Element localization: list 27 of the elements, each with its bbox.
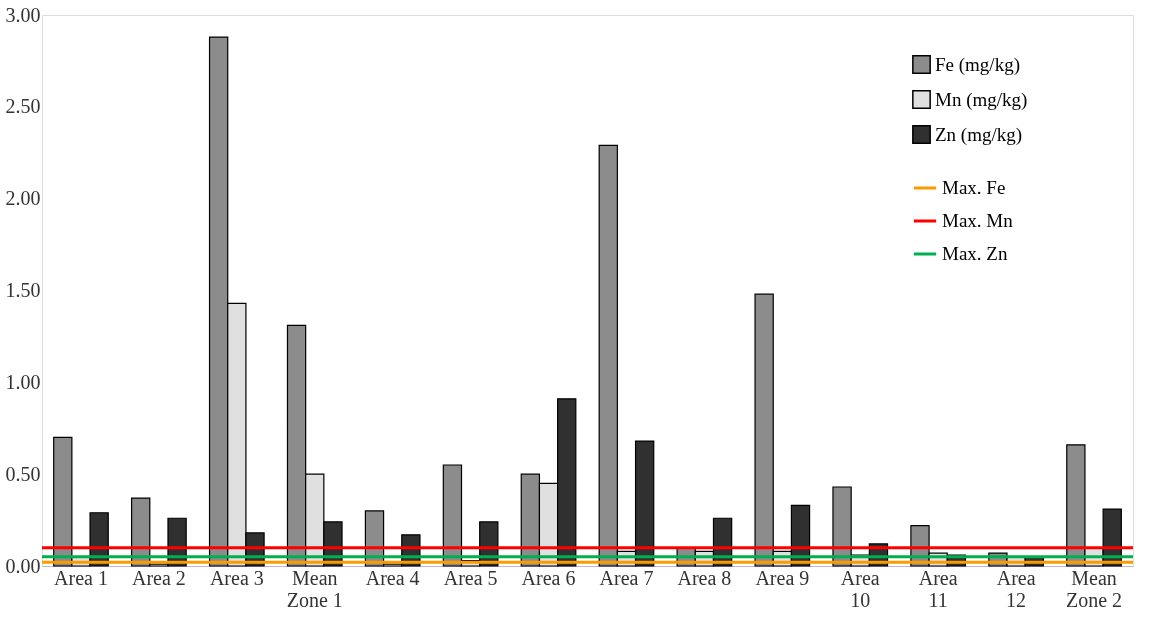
- y-tick-label: 0.00: [5, 554, 41, 577]
- x-tick-label: Area 5: [443, 566, 498, 589]
- x-tick-label: Area 10: [840, 566, 880, 611]
- x-tick-label: Area 9: [755, 566, 810, 589]
- x-tick-label: Mean Zone 1: [286, 566, 343, 611]
- x-tick-label: Area 11: [918, 566, 958, 611]
- y-tick-label: 0.50: [5, 462, 41, 485]
- x-tick-label: Area 8: [677, 566, 732, 589]
- y-tick-label: 1.00: [5, 370, 41, 393]
- y-tick-label: 1.50: [5, 279, 41, 301]
- x-tick-label: Area 2: [131, 566, 186, 589]
- x-tick-label: Area 7: [599, 566, 654, 589]
- y-tick-label: 3.00: [5, 3, 41, 26]
- x-tick-label: Area 4: [365, 566, 420, 589]
- x-tick-label: Area 6: [521, 566, 576, 589]
- x-tick-label: Mean Zone 2: [1065, 566, 1123, 611]
- legend-label: Max. Fe: [942, 177, 1006, 198]
- legend-label: Mn (mg/kg): [935, 88, 1028, 111]
- legend-label: Zn (mg/kg): [935, 123, 1023, 146]
- x-tick-label: Area 1: [54, 566, 108, 589]
- x-tick-label: Area 3: [209, 566, 264, 589]
- legend-label: Max. Zn: [942, 243, 1008, 264]
- y-tick-label: 2.50: [5, 95, 41, 118]
- legend-label: Fe (mg/kg): [935, 53, 1020, 76]
- y-tick-label: 2.00: [5, 187, 41, 210]
- x-tick-label: Area 12: [996, 566, 1036, 611]
- legend-label: Max. Mn: [942, 210, 1014, 231]
